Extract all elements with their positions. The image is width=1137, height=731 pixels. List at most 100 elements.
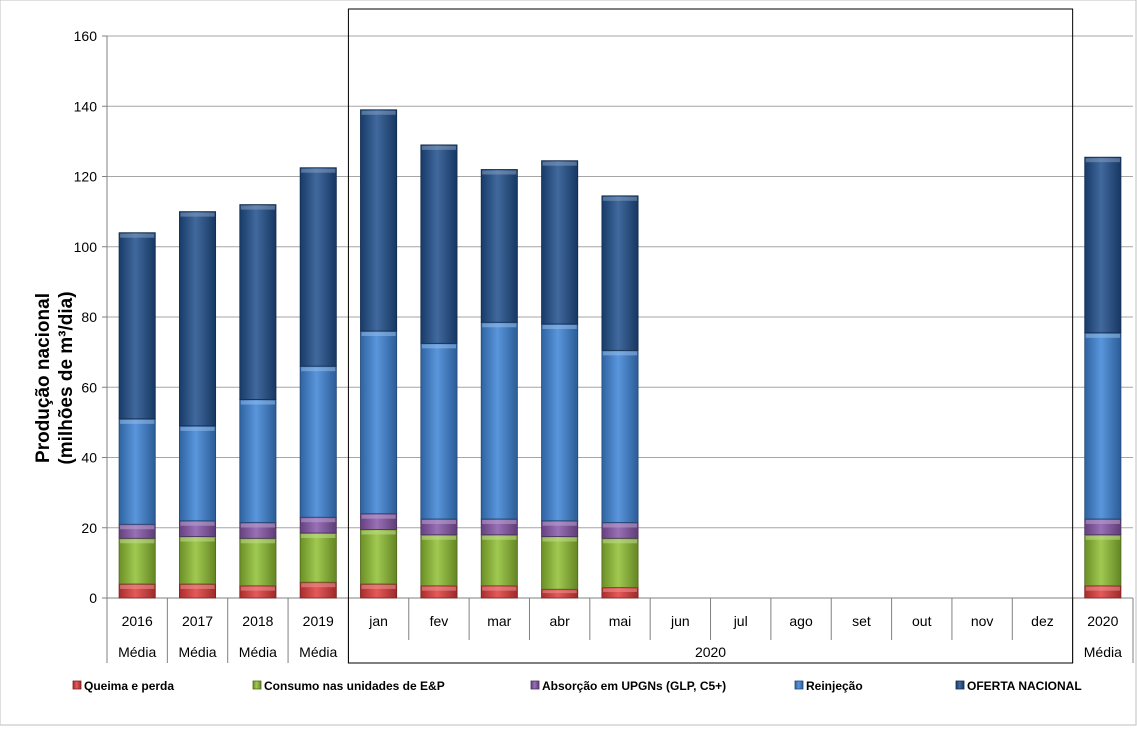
bar-segment-highlight (542, 537, 577, 542)
y-tick-label: 140 (74, 98, 98, 114)
bar-segment-highlight (301, 168, 336, 173)
bar-segment (299, 532, 337, 583)
bar-segment-highlight (301, 534, 336, 539)
bar-segment (179, 425, 217, 522)
bar-segment-highlight (602, 351, 638, 356)
bar-segment-highlight (180, 537, 215, 542)
bar-segment-highlight (421, 586, 457, 591)
x-tick-label: set (852, 613, 871, 629)
bar-segment-highlight (120, 584, 155, 589)
bar-segment-highlight (361, 530, 396, 535)
x-tick-label: 2018 (242, 613, 273, 629)
bar-segment-highlight (602, 539, 638, 544)
legend: Queima e perda Consumo nas unidades de E&… (72, 679, 1082, 693)
x-tick-label: ago (789, 613, 813, 629)
bar-segment (480, 169, 518, 323)
x-tick-label: 2017 (182, 613, 213, 629)
bar-segment (601, 537, 639, 588)
x-tick-label: mar (487, 613, 511, 629)
legend-label: Consumo nas unidades de E&P (264, 679, 445, 693)
bar-segment-highlight (361, 514, 396, 519)
legend-swatch (794, 680, 804, 690)
bar-segment-highlight (421, 145, 457, 150)
bar-segment-highlight (120, 539, 155, 544)
bar-segment-highlight (482, 519, 517, 524)
legend-swatch (530, 680, 540, 690)
x-tick-label: 2016 (122, 613, 153, 629)
bar-segment-highlight (482, 535, 517, 540)
bar-segment-highlight (1085, 519, 1120, 524)
x-group-label: Média (239, 644, 277, 660)
bar-segment-highlight (120, 525, 155, 530)
bar-segment-highlight (421, 344, 457, 349)
y-axis-label: Produção nacional (milhões de m³/dia) (33, 291, 77, 464)
bar-segment (360, 330, 398, 515)
bar-segment-highlight (361, 584, 396, 589)
bar-segment (299, 167, 337, 367)
y-tick-label: 60 (81, 379, 97, 395)
x-tick-label: jul (733, 613, 748, 629)
bar-segment-highlight (240, 539, 275, 544)
bar-segment-highlight (240, 523, 275, 528)
x-tick-label: jun (670, 613, 690, 629)
bar-segment-highlight (120, 233, 155, 238)
legend-swatch (252, 680, 262, 690)
bar-segment (360, 529, 398, 585)
bar-segment-highlight (180, 584, 215, 589)
bar-segment (179, 211, 217, 427)
bar-segment (1084, 332, 1122, 520)
bar-segment-highlight (602, 523, 638, 528)
x-group-label: Média (299, 644, 337, 660)
bar-segment-highlight (482, 323, 517, 328)
bar-segment-highlight (1085, 535, 1120, 540)
x-group-label: Média (118, 644, 156, 660)
legend-label: Reinjeção (806, 679, 863, 693)
bar-segment (480, 321, 518, 520)
bar-segment (601, 195, 639, 351)
bar-segment (118, 537, 156, 585)
bar-segment-highlight (361, 110, 396, 115)
bar-segment (420, 144, 458, 344)
bar-segment (239, 399, 277, 523)
monthly-2020-box (347, 8, 1074, 664)
y-axis-label-line1: Produção nacional (33, 293, 54, 463)
bar-segment (239, 537, 277, 587)
y-tick-label: 120 (74, 169, 98, 185)
x-tick-label: out (912, 613, 932, 629)
x-tick-label: jan (368, 613, 388, 629)
bar-segment (601, 349, 639, 523)
bar-segment-highlight (180, 521, 215, 526)
bar-segment (541, 323, 579, 522)
x-tick-label: 2019 (303, 613, 334, 629)
y-tick-label: 80 (81, 309, 97, 325)
bar-segment-highlight (301, 367, 336, 372)
bar-segment (118, 418, 156, 525)
x-tick-label: fev (430, 613, 449, 629)
bar-segment (179, 536, 217, 585)
bar-segment-highlight (482, 586, 517, 591)
bar-segment-highlight (1085, 158, 1120, 163)
x-tick-label: abr (550, 613, 571, 629)
bar-segment-highlight (180, 426, 215, 431)
bar-segment-highlight (240, 205, 275, 210)
x-group-label: Média (178, 644, 216, 660)
bars (118, 109, 1122, 599)
bar-segment-highlight (542, 325, 577, 330)
bar-segment-highlight (542, 161, 577, 166)
bar-segment (420, 534, 458, 587)
bar-segment (541, 160, 579, 325)
bar-segment-highlight (361, 332, 396, 337)
bar-segment-highlight (301, 518, 336, 523)
x-group-label: 2020 (695, 644, 726, 660)
bar-segment-highlight (240, 586, 275, 591)
legend-swatch (955, 680, 965, 690)
bar-segment (299, 365, 337, 518)
bar-segment-highlight (421, 535, 457, 540)
bar-segment (1084, 156, 1122, 334)
bar-segment (480, 534, 518, 587)
bar-segment-highlight (1085, 586, 1120, 591)
bar-segment (239, 204, 277, 400)
bar-segment-highlight (602, 588, 638, 592)
